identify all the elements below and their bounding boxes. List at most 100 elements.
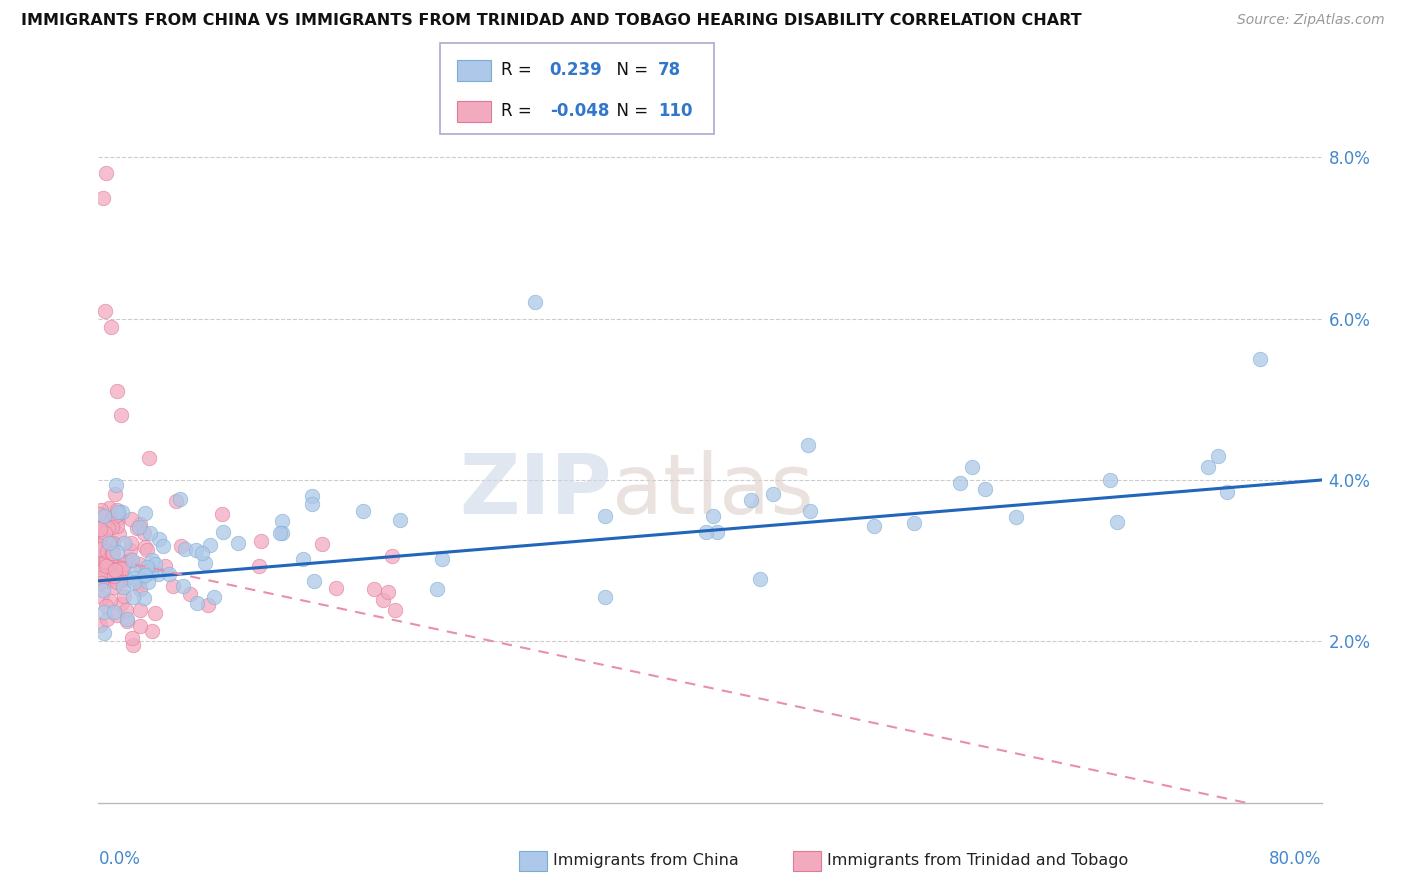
Point xyxy=(381,549,404,563)
Point xyxy=(91,558,114,573)
Point xyxy=(96,511,118,525)
Point xyxy=(105,574,128,589)
Point xyxy=(115,612,138,626)
Point xyxy=(143,558,166,572)
Point xyxy=(363,582,385,596)
Point xyxy=(110,409,132,423)
Point xyxy=(128,517,150,532)
Point xyxy=(141,553,163,567)
Point xyxy=(94,555,117,569)
Point xyxy=(388,513,411,527)
Point xyxy=(104,508,127,523)
Point xyxy=(1206,450,1229,464)
Point xyxy=(184,542,207,557)
Point xyxy=(100,546,122,560)
Text: Source: ZipAtlas.com: Source: ZipAtlas.com xyxy=(1237,13,1385,28)
Point xyxy=(134,541,156,555)
Point xyxy=(903,516,925,531)
Point xyxy=(105,572,128,586)
Point xyxy=(139,525,162,540)
Point xyxy=(136,543,159,558)
Point xyxy=(112,536,135,550)
Point xyxy=(190,546,212,560)
Point xyxy=(98,500,121,515)
Point xyxy=(706,525,728,540)
Point xyxy=(695,524,717,539)
Text: N =: N = xyxy=(606,62,654,79)
Point xyxy=(90,575,112,590)
Point xyxy=(141,624,163,638)
Point xyxy=(93,605,115,619)
Point xyxy=(105,384,128,399)
Text: 78: 78 xyxy=(658,62,681,79)
Point xyxy=(93,532,115,546)
Point xyxy=(131,569,153,583)
Point xyxy=(114,571,136,585)
Point xyxy=(100,550,122,565)
Point xyxy=(104,566,127,581)
Point xyxy=(200,538,222,552)
Point xyxy=(97,521,120,535)
Point xyxy=(94,559,117,574)
Point xyxy=(115,614,138,628)
Point xyxy=(93,553,115,567)
Point xyxy=(128,557,150,571)
Point xyxy=(136,564,159,578)
Point xyxy=(96,544,118,558)
Point xyxy=(962,459,984,474)
Point xyxy=(112,580,135,594)
Point xyxy=(98,536,121,550)
Point xyxy=(128,575,150,590)
Point xyxy=(121,638,143,652)
Point xyxy=(121,632,143,646)
Point xyxy=(169,540,191,554)
Point xyxy=(104,478,127,492)
Point xyxy=(1099,473,1122,487)
Text: R =: R = xyxy=(501,62,537,79)
Point xyxy=(593,508,616,523)
Point xyxy=(1250,351,1272,366)
Point xyxy=(138,450,160,465)
Point xyxy=(89,551,111,566)
Point xyxy=(115,555,138,569)
Point xyxy=(107,562,129,576)
Point xyxy=(524,295,547,310)
Text: N =: N = xyxy=(606,103,654,120)
Point xyxy=(1197,460,1219,475)
Point xyxy=(211,508,233,522)
Point xyxy=(108,527,131,541)
Point xyxy=(101,545,124,559)
Point xyxy=(740,493,762,508)
Point xyxy=(432,552,454,566)
Point xyxy=(93,509,115,524)
Point xyxy=(974,482,997,496)
Point xyxy=(593,590,616,604)
Point xyxy=(152,539,174,553)
Point xyxy=(797,438,820,452)
Point xyxy=(134,568,156,582)
Point xyxy=(89,543,111,558)
Point xyxy=(105,545,128,559)
Point xyxy=(352,504,374,518)
Point xyxy=(112,589,135,603)
Point xyxy=(426,582,449,596)
Text: -0.048: -0.048 xyxy=(550,103,609,120)
Point xyxy=(110,597,132,611)
Point xyxy=(89,560,111,574)
Point xyxy=(112,558,135,572)
Point xyxy=(269,525,291,540)
Point xyxy=(98,573,121,587)
Point xyxy=(90,575,112,590)
Point xyxy=(121,553,143,567)
Text: 80.0%: 80.0% xyxy=(1270,850,1322,868)
Point xyxy=(107,504,129,518)
Point xyxy=(93,531,115,545)
Point xyxy=(100,319,122,334)
Point xyxy=(103,580,125,594)
Point xyxy=(100,520,122,534)
Point xyxy=(226,536,249,550)
Point xyxy=(197,598,219,612)
Point xyxy=(141,565,163,579)
Point xyxy=(101,537,124,551)
Point xyxy=(145,606,167,620)
